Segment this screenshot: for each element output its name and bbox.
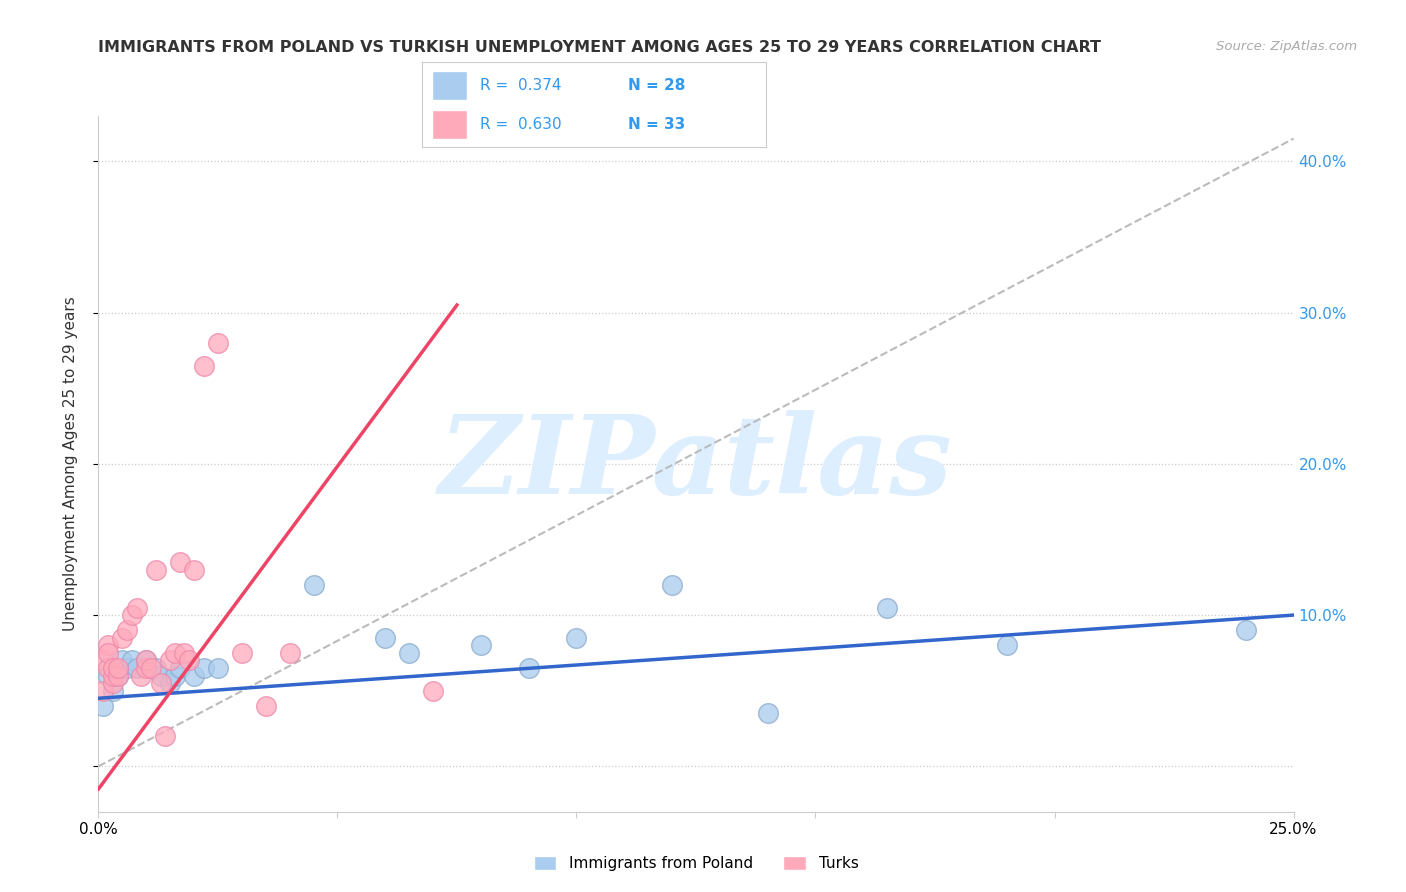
Point [131, 668, 153, 682]
Point [135, 653, 157, 667]
Point [876, 600, 898, 615]
Point [101, 676, 124, 690]
Point [121, 653, 143, 667]
Point [97, 661, 120, 675]
Point [163, 646, 186, 660]
Point [565, 631, 588, 645]
Point [135, 653, 157, 667]
Point [111, 631, 134, 645]
Point [91, 698, 114, 713]
Text: R =  0.630: R = 0.630 [481, 117, 562, 132]
Point [193, 661, 215, 675]
Point [207, 335, 229, 350]
Point [1234, 624, 1257, 638]
Point [159, 653, 181, 667]
Point [125, 600, 148, 615]
Point [107, 661, 129, 675]
Point [173, 646, 195, 660]
Point [101, 661, 124, 675]
Point [107, 668, 129, 682]
Point [159, 676, 181, 690]
Point [101, 683, 124, 698]
Point [97, 638, 120, 652]
Legend: Immigrants from Poland, Turks: Immigrants from Poland, Turks [527, 850, 865, 877]
Point [115, 661, 138, 675]
Text: N = 33: N = 33 [628, 117, 686, 132]
Point [145, 563, 167, 577]
Point [135, 661, 157, 675]
Text: IMMIGRANTS FROM POLAND VS TURKISH UNEMPLOYMENT AMONG AGES 25 TO 29 YEARS CORRELA: IMMIGRANTS FROM POLAND VS TURKISH UNEMPL… [98, 40, 1101, 55]
Point [149, 676, 172, 690]
Point [169, 555, 191, 569]
Point [155, 729, 177, 743]
Point [179, 653, 201, 667]
Text: ZIPatlas: ZIPatlas [439, 410, 953, 517]
Point [422, 683, 444, 698]
Point [183, 668, 205, 682]
Point [139, 661, 162, 675]
Point [398, 646, 420, 660]
Point [125, 661, 148, 675]
Point [115, 624, 138, 638]
Point [145, 661, 167, 675]
Point [97, 668, 120, 682]
Point [756, 706, 779, 721]
Text: N = 28: N = 28 [628, 78, 686, 93]
Point [661, 578, 683, 592]
Point [91, 653, 114, 667]
Point [374, 631, 396, 645]
Point [254, 698, 277, 713]
Point [111, 653, 134, 667]
Point [121, 608, 143, 623]
Point [207, 661, 229, 675]
Point [91, 683, 114, 698]
Bar [432, 110, 467, 139]
Point [470, 638, 492, 652]
Point [302, 578, 325, 592]
Point [149, 668, 172, 682]
Point [517, 661, 540, 675]
Point [183, 563, 205, 577]
Text: Source: ZipAtlas.com: Source: ZipAtlas.com [1216, 40, 1357, 54]
Point [995, 638, 1018, 652]
Point [101, 668, 124, 682]
Point [163, 668, 186, 682]
Point [169, 661, 191, 675]
Point [193, 359, 215, 373]
Point [107, 668, 129, 682]
Point [231, 646, 253, 660]
Point [97, 646, 120, 660]
Text: R =  0.374: R = 0.374 [481, 78, 562, 93]
Point [278, 646, 301, 660]
Bar [432, 71, 467, 100]
Y-axis label: Unemployment Among Ages 25 to 29 years: Unemployment Among Ages 25 to 29 years [63, 296, 77, 632]
